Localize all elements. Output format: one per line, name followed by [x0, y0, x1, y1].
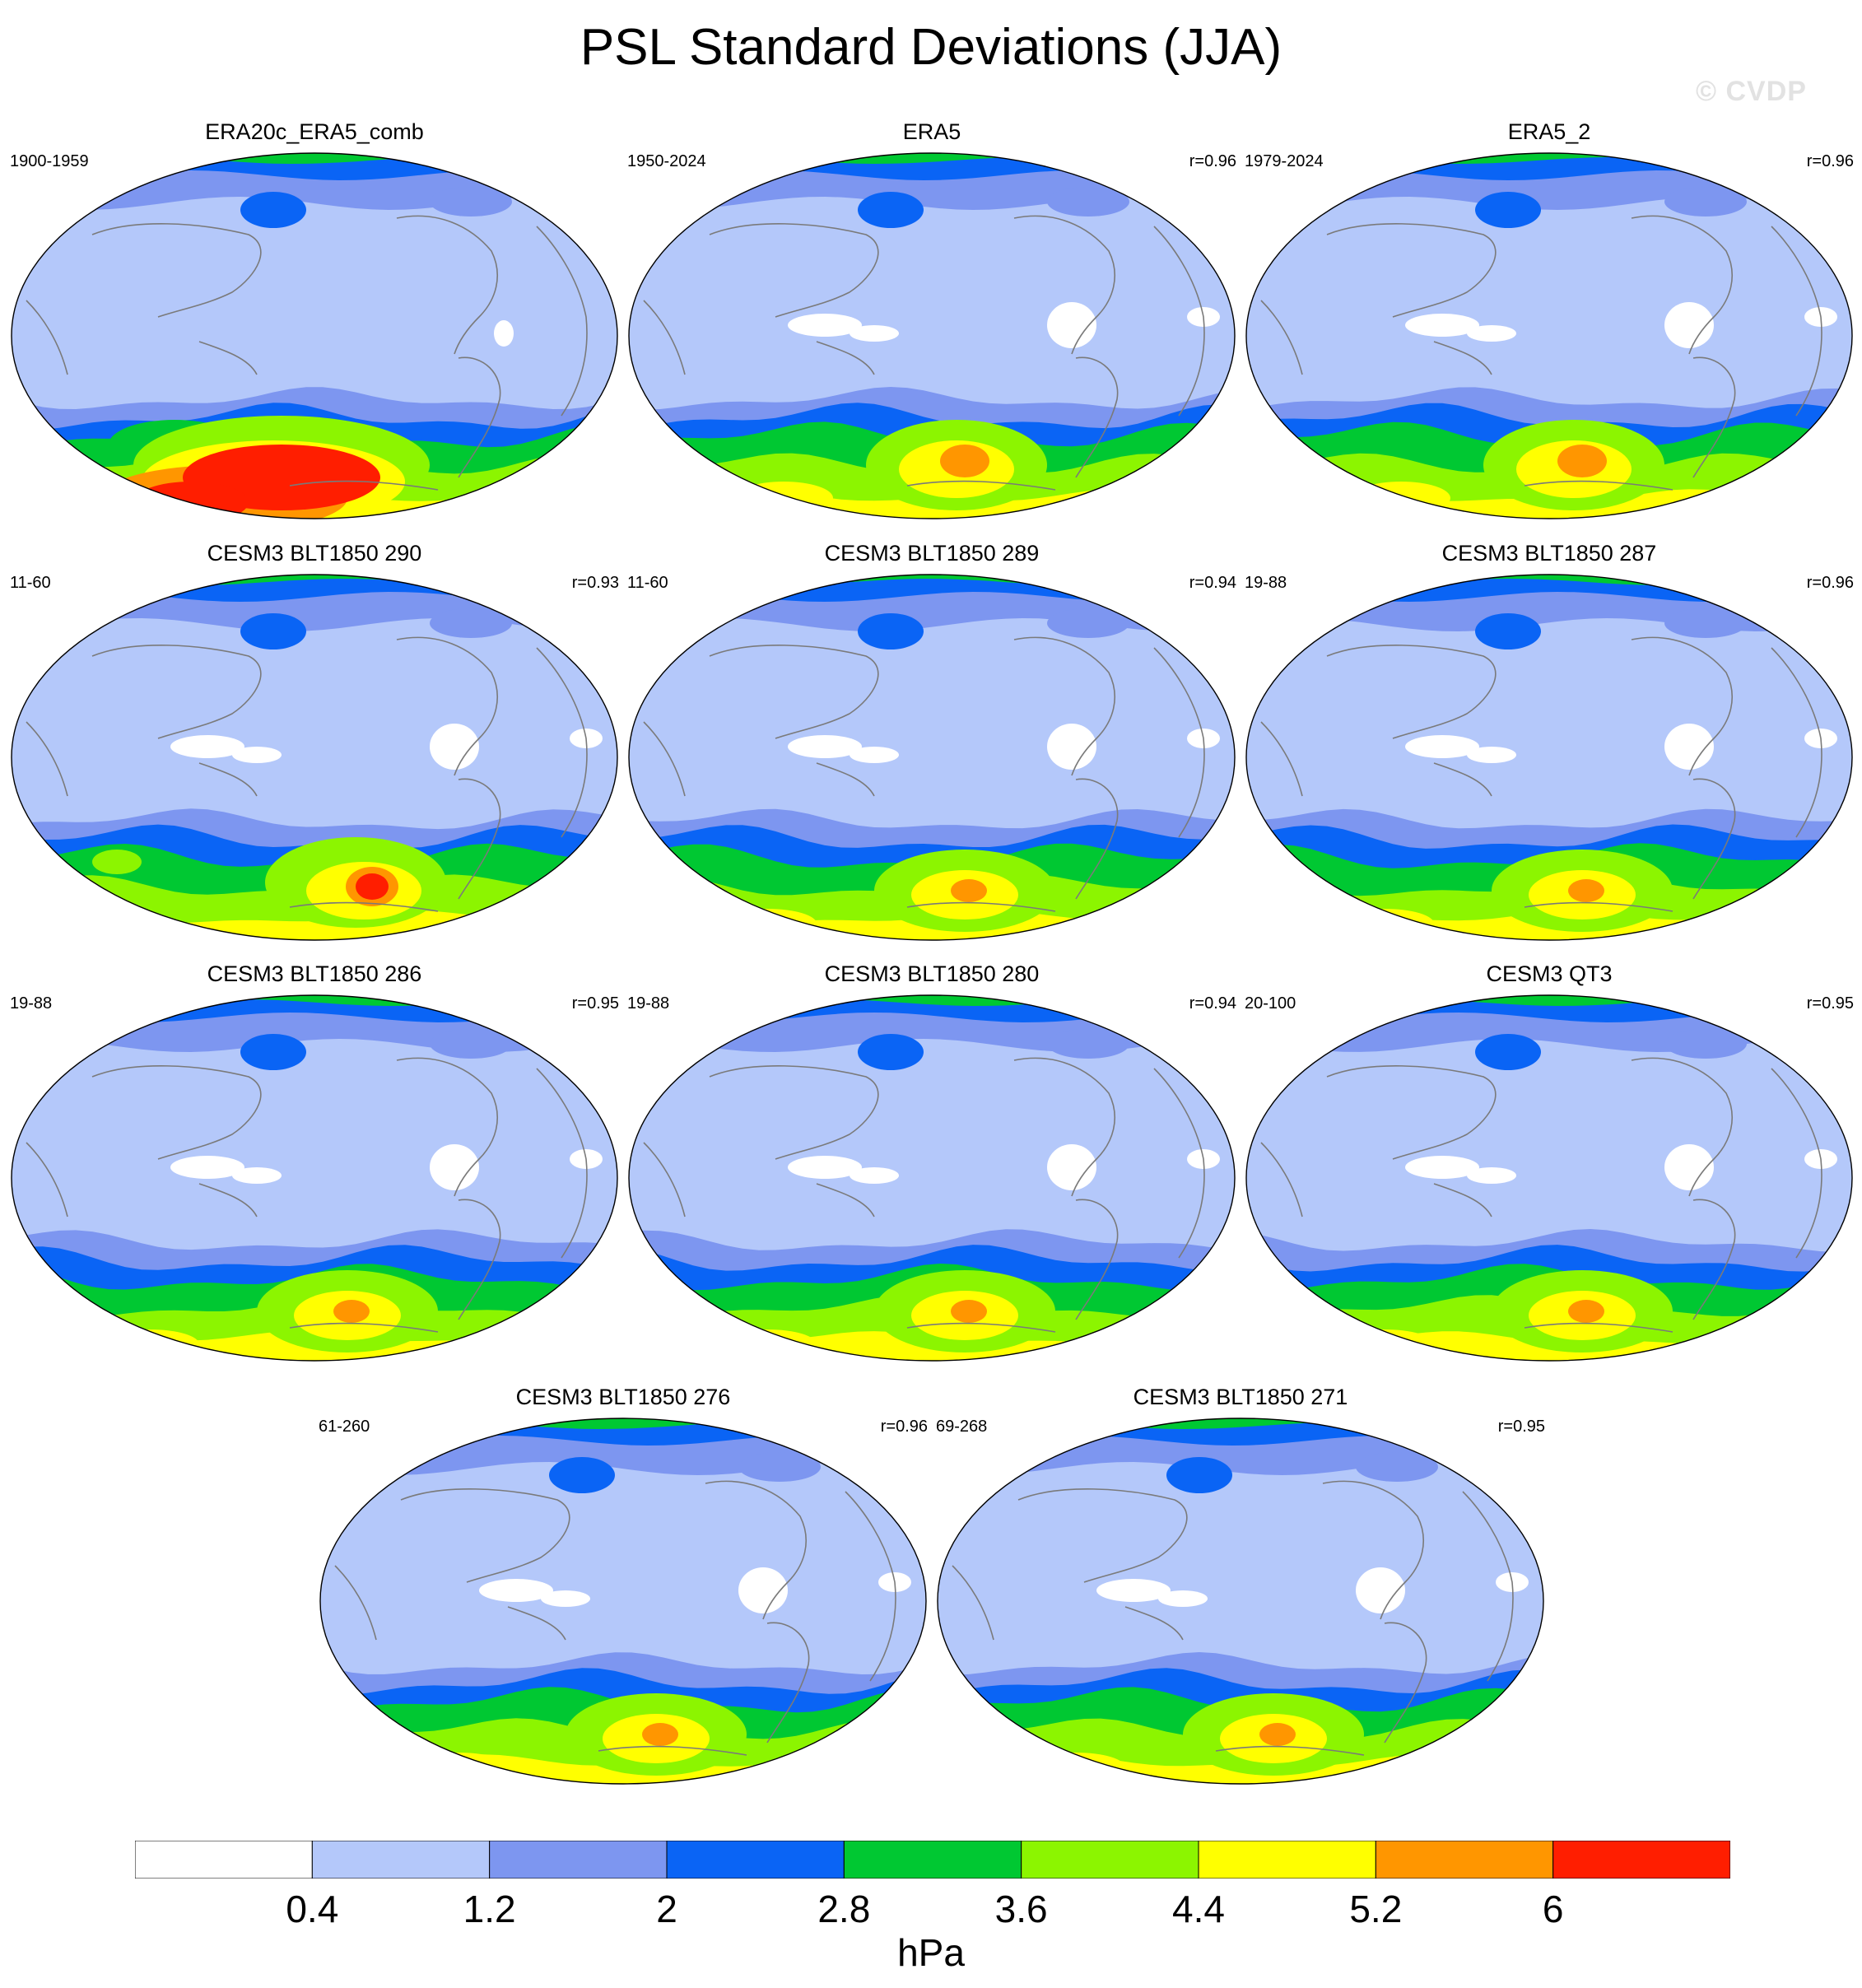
colorbar-tick-label: 6: [1542, 1888, 1564, 1930]
panel-period: 11-60: [10, 574, 51, 592]
panel-correlation: r=0.95: [571, 994, 619, 1013]
panel-correlation: r=0.95: [1806, 994, 1854, 1013]
panel-correlation: r=0.94: [1189, 994, 1236, 1013]
panel-title: CESM3 BLT1850 289: [824, 541, 1040, 566]
robinson-map: [937, 1418, 1544, 1785]
panel-correlation: r=0.96: [1806, 152, 1854, 170]
colorbar-swatch: [1375, 1841, 1554, 1879]
panel-period: 1950-2024: [627, 152, 706, 170]
map-panel: CESM3 BLT1850 287 19-88 r=0.96: [1245, 541, 1854, 941]
robinson-map: [628, 574, 1236, 941]
colorbar-unit: hPa: [897, 1931, 965, 1974]
map-panel: CESM3 BLT1850 289 11-60 r=0.94: [627, 541, 1236, 941]
panel-title: CESM3 BLT1850 276: [515, 1385, 731, 1409]
figure-title: PSL Standard Deviations (JJA): [580, 19, 1282, 76]
robinson-map: [628, 152, 1236, 519]
colorbar-swatch: [135, 1841, 313, 1879]
panel-title: CESM3 BLT1850 280: [824, 961, 1040, 986]
map-panel: CESM3 BLT1850 286 19-88 r=0.95: [10, 961, 619, 1362]
robinson-map: [1245, 574, 1853, 941]
colorbar-tick-label: 2: [656, 1888, 677, 1930]
robinson-map: [628, 994, 1236, 1362]
map-panel: ERA20c_ERA5_comb 1900-1959: [10, 119, 619, 519]
panel-period: 19-88: [10, 994, 53, 1013]
panel-correlation: r=0.94: [1189, 574, 1236, 592]
robinson-map: [11, 152, 618, 519]
panel-correlation: r=0.96: [1806, 574, 1854, 592]
colorbar-swatch: [666, 1841, 845, 1879]
robinson-map: [319, 1418, 927, 1785]
robinson-map: [1245, 994, 1853, 1362]
panel-title: ERA20c_ERA5_comb: [205, 119, 424, 144]
colorbar-tick-label: 1.2: [463, 1888, 516, 1930]
panel-period: 69-268: [936, 1418, 988, 1436]
map-panel: ERA5_2 1979-2024 r=0.96: [1245, 119, 1854, 519]
colorbar-tick-label: 4.4: [1172, 1888, 1225, 1930]
panel-period: 11-60: [627, 574, 668, 592]
panel-title: ERA5: [902, 119, 961, 144]
panel-correlation: r=0.96: [1189, 152, 1236, 170]
colorbar-swatch: [1552, 1841, 1730, 1879]
panel-title: CESM3 BLT1850 290: [207, 541, 422, 566]
colorbar-swatch: [1021, 1841, 1199, 1879]
panel-correlation: r=0.96: [880, 1418, 928, 1436]
colorbar-tick-label: 5.2: [1349, 1888, 1403, 1930]
map-panel: CESM3 BLT1850 276 61-260 r=0.96: [319, 1385, 928, 1785]
colorbar-swatch: [489, 1841, 668, 1879]
map-panel: ERA5 1950-2024 r=0.96: [627, 119, 1236, 519]
colorbar-tick-label: 0.4: [286, 1888, 339, 1930]
map-panel: CESM3 BLT1850 290 11-60 r=0.93: [10, 541, 619, 941]
map-panel: CESM3 BLT1850 271 69-268 r=0.95: [936, 1385, 1545, 1785]
panel-period: 20-100: [1245, 994, 1296, 1013]
colorbar-swatch: [843, 1841, 1022, 1879]
colorbar-swatch: [1198, 1841, 1376, 1879]
colorbar: [135, 1841, 1730, 1879]
panel-period: 19-88: [1245, 574, 1287, 592]
panel-period: 61-260: [319, 1418, 370, 1436]
panel-title: CESM3 BLT1850 287: [1441, 541, 1657, 566]
panel-correlation: r=0.93: [571, 574, 619, 592]
robinson-map: [11, 994, 618, 1362]
robinson-map: [1245, 152, 1853, 519]
panel-title: CESM3 BLT1850 286: [207, 961, 422, 986]
panel-title: CESM3 BLT1850 271: [1133, 1385, 1348, 1409]
panel-title: ERA5_2: [1507, 119, 1591, 144]
colorbar-swatch: [311, 1841, 491, 1879]
panel-period: 19-88: [627, 994, 670, 1013]
panel-period: 1979-2024: [1245, 152, 1324, 170]
panel-title: CESM3 QT3: [1486, 961, 1613, 986]
map-panel: CESM3 QT3 20-100 r=0.95: [1245, 961, 1854, 1362]
map-panel: CESM3 BLT1850 280 19-88 r=0.94: [627, 961, 1236, 1362]
cvdp-watermark: © CVDP: [1696, 76, 1807, 107]
panel-period: 1900-1959: [10, 152, 89, 170]
panel-correlation: r=0.95: [1497, 1418, 1545, 1436]
robinson-map: [11, 574, 618, 941]
colorbar-tick-label: 3.6: [994, 1888, 1048, 1930]
colorbar-tick-label: 2.8: [817, 1888, 871, 1930]
